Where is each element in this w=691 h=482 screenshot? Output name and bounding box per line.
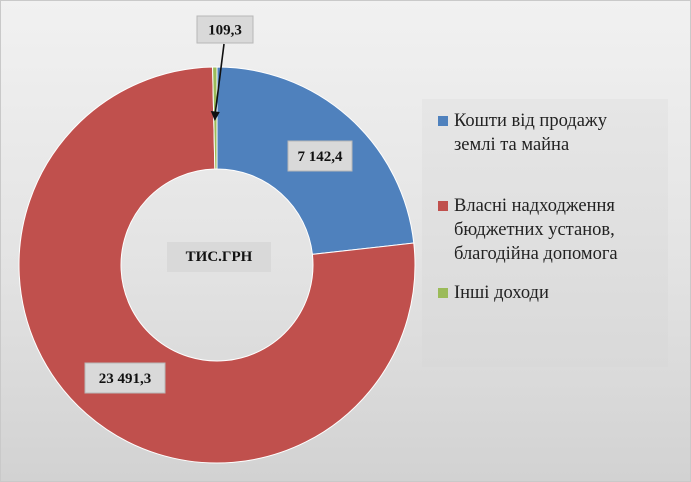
- data-label-own-revenue: 23 491,3: [99, 371, 152, 387]
- legend-item-own-revenue: Власні надходження бюджетних установ, бл…: [438, 194, 664, 266]
- legend-swatch-green: [438, 288, 448, 298]
- legend-item-land-sales: Кошти від продажу землі та майна: [438, 109, 664, 157]
- legend-swatch-blue: [438, 116, 448, 126]
- data-label-other-income-group: 109,3: [196, 15, 254, 44]
- data-label-land-sales: 7 142,4: [298, 149, 344, 165]
- center-label: ТИС.ГРН: [185, 248, 253, 265]
- data-label-own-revenue-group: 23 491,3: [84, 362, 166, 394]
- leader-line: [213, 43, 225, 118]
- data-label-land-sales-group: 7 142,4: [287, 140, 353, 172]
- legend-item-other-income: Інші доходи: [438, 281, 664, 305]
- legend-swatch-red: [438, 201, 448, 211]
- data-label-other-income-box: [196, 15, 254, 44]
- data-label-own-revenue-box: [84, 362, 166, 394]
- legend-label: Кошти від продажу землі та майна: [454, 111, 607, 155]
- data-label-land-sales-box: [287, 140, 353, 172]
- legend-label: Інші доходи: [454, 283, 549, 303]
- legend: Кошти від продажу землі та майна Власні …: [422, 99, 668, 367]
- leader-arrowhead: [210, 111, 220, 122]
- legend-label: Власні надходження бюджетних установ, бл…: [454, 196, 618, 264]
- center-label-box: ТИС.ГРН: [167, 242, 271, 272]
- data-label-other-income: 109,3: [208, 23, 242, 39]
